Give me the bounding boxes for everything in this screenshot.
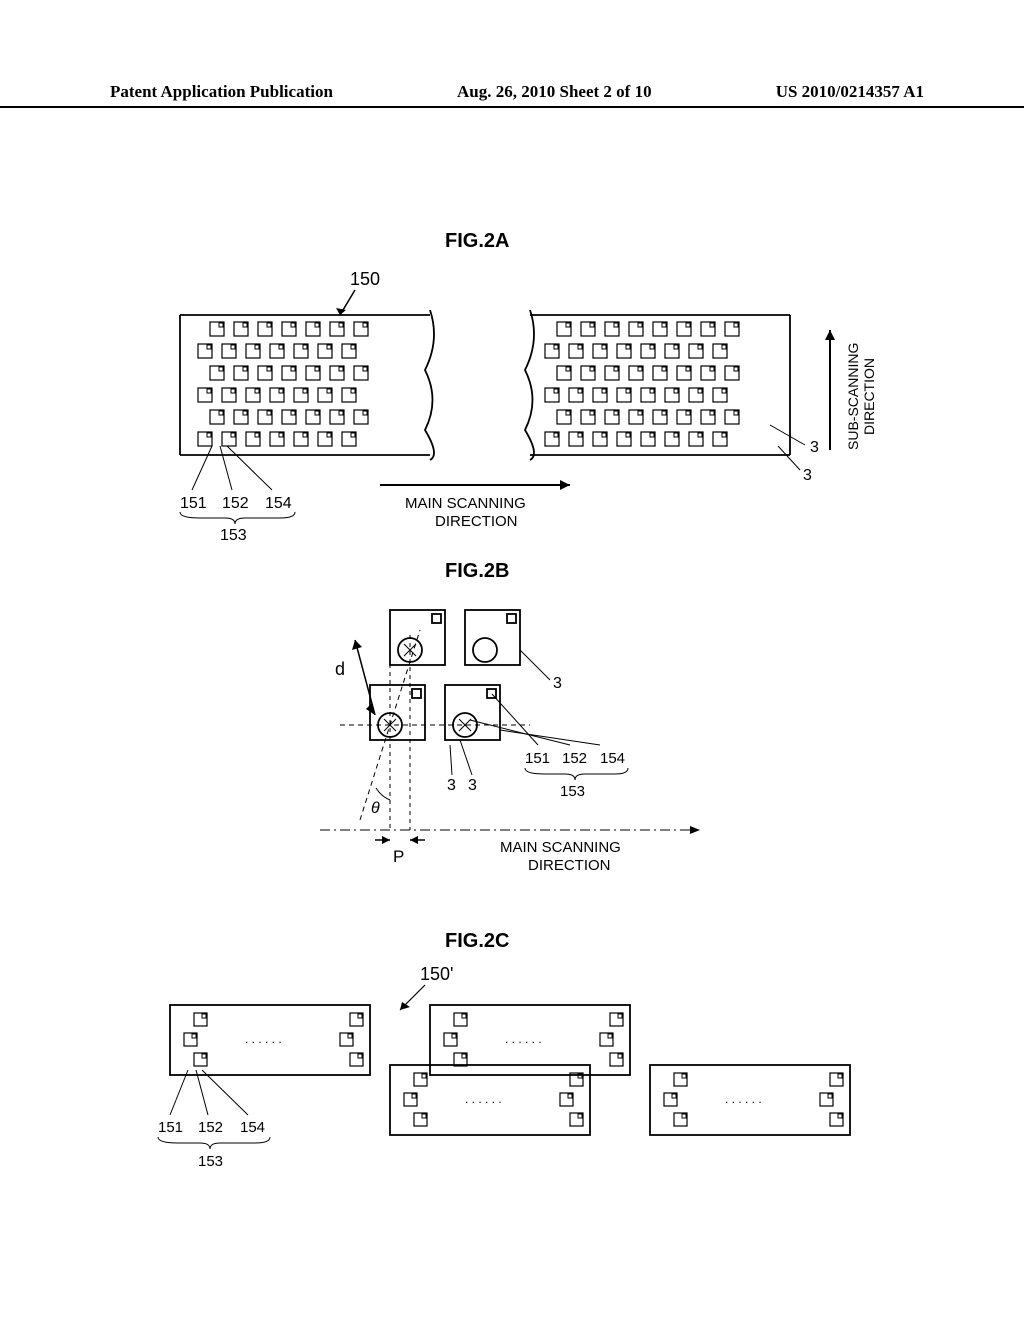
patent-page: Patent Application Publication Aug. 26, …	[0, 0, 1024, 1320]
fig2c-glyphs: . . . . . . . . . . . . . . . . . . . . . .…	[184, 1013, 843, 1126]
fig2b-3c: 3	[447, 777, 456, 794]
fig2a-sub-scan-2: DIRECTION	[861, 358, 877, 435]
fig2b-title: FIG.2B	[445, 560, 509, 583]
page-header: Patent Application Publication Aug. 26, …	[0, 82, 1024, 108]
fig2a-main-scan-1: MAIN SCANNING	[405, 495, 526, 512]
fig2c-svg: 150' . . . . . .. . . . . .. . . . . .. …	[140, 960, 900, 1200]
svg-text:. . . . . .: . . . . . .	[725, 1092, 762, 1106]
fig2c-title: FIG.2C	[445, 930, 509, 953]
fig2b-svg: d θ P 3 151 152 154 153 3 3	[300, 590, 730, 910]
fig2a-title: FIG.2A	[445, 230, 509, 253]
fig2a-svg: 150 151 152 154 153	[150, 260, 880, 540]
fig2b-main-2: DIRECTION	[528, 857, 611, 874]
fig2c-152: 152	[198, 1119, 223, 1136]
fig2b-3b: 3	[468, 777, 477, 794]
fig2a-main-scan-2: DIRECTION	[435, 513, 518, 530]
fig2b-d: d	[335, 659, 345, 679]
header-right: US 2010/0214357 A1	[776, 82, 924, 102]
svg-text:. . . . . .: . . . . . .	[245, 1032, 282, 1046]
fig2a-ref152: 152	[222, 495, 249, 512]
fig2c-150p: 150'	[420, 964, 453, 984]
ref-150: 150	[350, 269, 380, 289]
fig2b-152: 152	[562, 750, 587, 767]
fig2b-main-1: MAIN SCANNING	[500, 839, 621, 856]
fig2a-ref151: 151	[180, 495, 207, 512]
fig2b-3a: 3	[553, 675, 562, 692]
fig2a-ref153: 153	[220, 527, 247, 540]
fig2b-P: P	[393, 847, 404, 866]
fig2b-theta: θ	[371, 800, 380, 817]
svg-text:. . . . . .: . . . . . .	[465, 1092, 502, 1106]
header-left: Patent Application Publication	[110, 82, 333, 102]
header-center: Aug. 26, 2010 Sheet 2 of 10	[457, 82, 652, 102]
fig2a-ref3a: 3	[810, 439, 819, 456]
fig2c-154: 154	[240, 1119, 265, 1136]
svg-text:. . . . . .: . . . . . .	[505, 1032, 542, 1046]
fig2c-153: 153	[198, 1153, 223, 1170]
fig2b-154: 154	[600, 750, 625, 767]
fig2a-ref154: 154	[265, 495, 292, 512]
nozzle-grid-left	[198, 322, 368, 446]
fig2b-151: 151	[525, 750, 550, 767]
fig2a-sub-scan-1: SUB-SCANNING	[845, 343, 861, 450]
fig2a-ref3b: 3	[803, 467, 812, 484]
nozzle-grid-right	[545, 322, 739, 446]
fig2b-153: 153	[560, 783, 585, 800]
fig2c-151: 151	[158, 1119, 183, 1136]
